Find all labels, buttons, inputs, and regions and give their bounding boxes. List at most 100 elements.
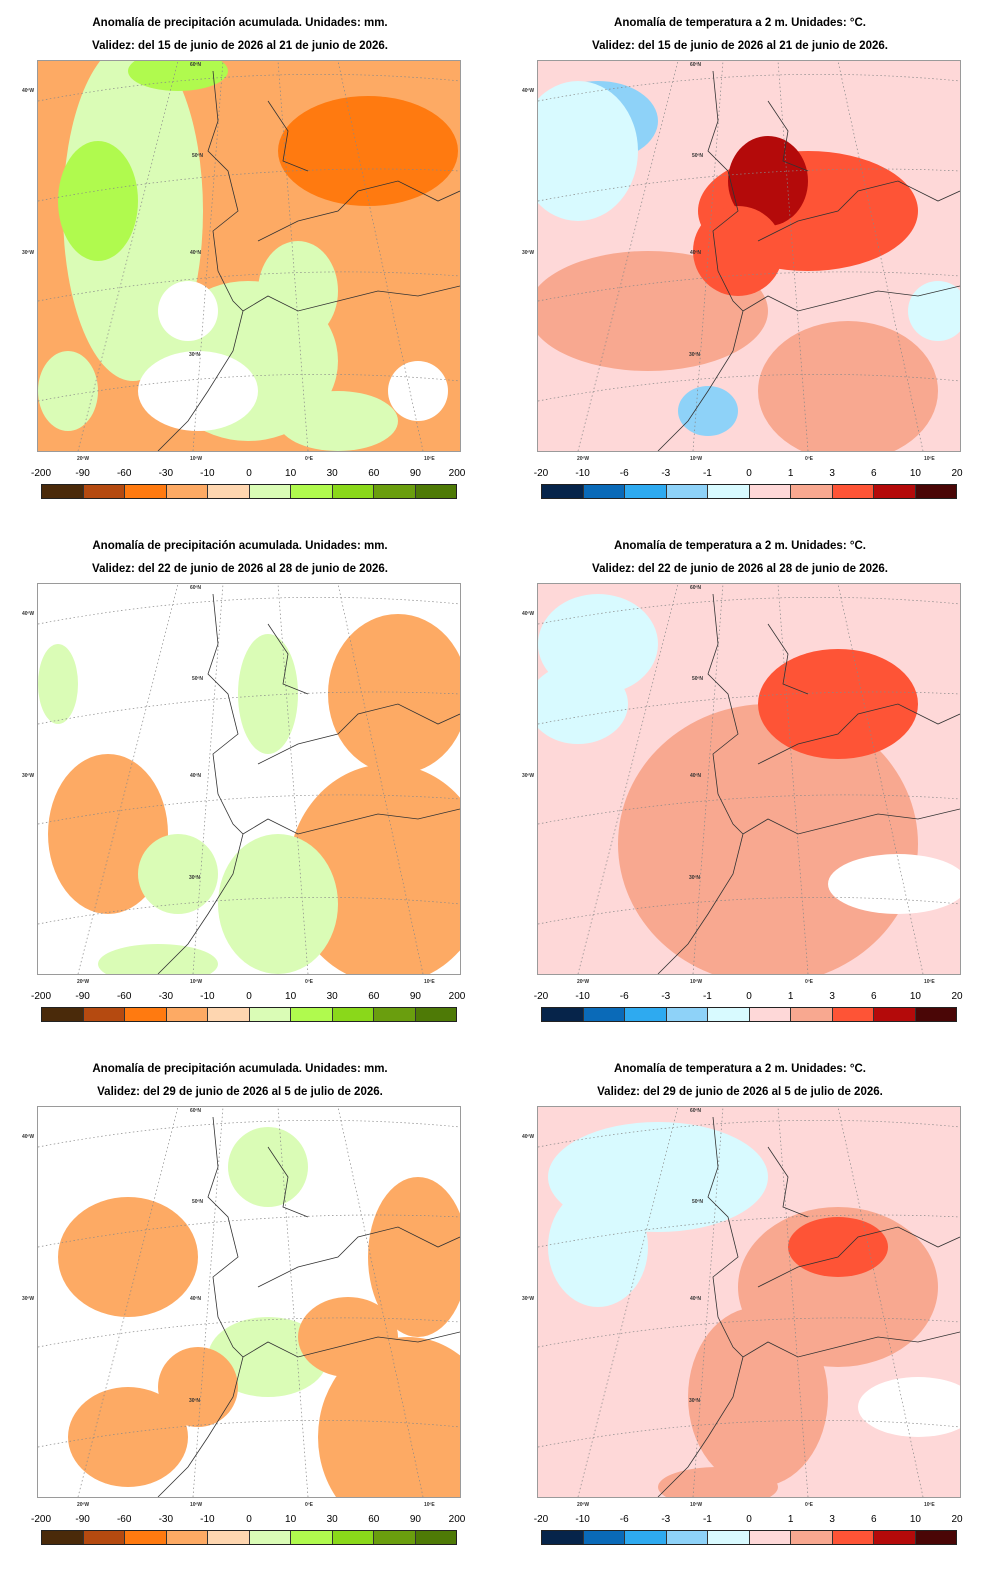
colorbar-tick-label: 10	[909, 468, 921, 479]
latitude-label: 50ºN	[192, 1199, 203, 1205]
latitude-label: 60ºN	[690, 585, 701, 591]
map-field	[38, 584, 460, 974]
latitude-label: 60ºN	[690, 62, 701, 68]
longitude-line	[277, 61, 309, 451]
colorbar-tick-label: -30	[158, 991, 174, 1002]
longitude-label: 10ºE	[924, 456, 935, 462]
latitude-label: 60ºN	[690, 1108, 701, 1114]
temperature-anomaly-panel: Anomalía de temperatura a 2 m. Unidades:…	[500, 523, 980, 1043]
colorbar-tick-label: 0	[246, 1514, 252, 1525]
colorbar-swatch	[625, 1008, 667, 1021]
longitude-line	[837, 584, 924, 974]
colorbar-tick-label: -1	[702, 991, 712, 1002]
anomaly-region	[258, 241, 338, 341]
colorbar-swatch	[83, 1531, 125, 1544]
coastline	[157, 70, 460, 451]
longitude-label: 40ºW	[22, 611, 35, 617]
anomaly-map	[37, 1106, 461, 1498]
longitude-label: 0ºE	[305, 979, 313, 985]
colorbar	[41, 1530, 457, 1545]
anomaly-region	[758, 649, 918, 759]
colorbar-labels: -20 -10 -6 -3 -1 0 1 3 6 10 20	[534, 468, 963, 480]
anomaly-region	[728, 136, 808, 226]
colorbar-tick-label: -6	[619, 991, 629, 1002]
colorbar-tick-label: 6	[871, 1514, 877, 1525]
longitude-line	[692, 584, 724, 974]
anomaly-region	[68, 1387, 188, 1487]
colorbar-tick-label: -10	[200, 991, 215, 1002]
colorbar-tick-label: -10	[575, 991, 590, 1002]
colorbar-tick-label: 20	[951, 468, 963, 479]
colorbar-swatch	[791, 485, 833, 498]
map-field	[538, 584, 960, 974]
longitude-line	[277, 1107, 309, 1497]
anomaly-region	[758, 321, 938, 451]
validity-period: Validez: del 29 de junio de 2026 al 5 de…	[97, 1086, 383, 1098]
longitude-label: 0ºE	[305, 456, 313, 462]
anomaly-map	[37, 60, 461, 452]
colorbar-swatch	[832, 1008, 874, 1021]
anomaly-region	[158, 1347, 238, 1427]
colorbar-tick-label: 30	[326, 1514, 338, 1525]
latitude-line	[538, 1317, 960, 1348]
longitude-label: 30ºW	[522, 250, 535, 256]
anomaly-map	[537, 1106, 961, 1498]
longitude-label: 20ºW	[577, 979, 590, 985]
longitude-label: 30ºW	[522, 773, 535, 779]
colorbar-swatch	[749, 1531, 791, 1544]
colorbar	[541, 484, 957, 499]
latitude-label: 40ºN	[690, 250, 701, 256]
colorbar-tick-label: 0	[746, 991, 752, 1002]
colorbar-swatch	[583, 1008, 625, 1021]
colorbar-swatch	[332, 485, 374, 498]
latitude-line	[538, 168, 960, 202]
colorbar-tick-label: -30	[158, 468, 174, 479]
colorbar-tick-label: -1	[702, 1514, 712, 1525]
colorbar-tick-label: 10	[285, 991, 297, 1002]
colorbar-swatch	[708, 1008, 750, 1021]
latitude-label: 50ºN	[692, 1199, 703, 1205]
longitude-line	[777, 1107, 809, 1497]
colorbar-swatch	[915, 485, 956, 498]
anomaly-region	[98, 944, 218, 974]
latitude-label: 30ºN	[689, 1398, 700, 1404]
colorbar-swatch	[749, 485, 791, 498]
longitude-label: 10ºW	[690, 1502, 703, 1508]
latitude-line	[538, 373, 960, 402]
colorbar-tick-label: 60	[368, 468, 380, 479]
colorbar-swatch	[874, 1531, 916, 1544]
panel-title: Anomalía de precipitación acumulada. Uni…	[92, 540, 388, 552]
colorbar-labels: -20 -10 -6 -3 -1 0 1 3 6 10 20	[534, 1514, 963, 1526]
colorbar-tick-label: -6	[619, 1514, 629, 1525]
longitude-label: 20ºW	[77, 1502, 90, 1508]
latitude-label: 40ºN	[190, 1296, 201, 1302]
latitude-line	[538, 271, 960, 302]
colorbar-tick-label: -20	[533, 991, 549, 1002]
colorbar-tick-label: -10	[200, 468, 215, 479]
longitude-line	[77, 61, 179, 451]
colorbar-swatch	[583, 485, 625, 498]
longitude-label: 10ºW	[690, 979, 703, 985]
longitude-line	[192, 61, 224, 451]
colorbar-tick-label: -60	[116, 468, 132, 479]
colorbar	[541, 1007, 957, 1022]
colorbar-swatch	[249, 1008, 291, 1021]
colorbar-tick-label: 10	[285, 468, 297, 479]
coastline	[657, 70, 960, 451]
colorbar-swatch	[542, 1531, 584, 1544]
latitude-line	[38, 1419, 460, 1448]
colorbar-swatch	[83, 1008, 125, 1021]
panel-title: Anomalía de precipitación acumulada. Uni…	[92, 17, 388, 29]
longitude-label: 40ºW	[22, 88, 35, 94]
colorbar-tick-label: 20	[951, 991, 963, 1002]
anomaly-region	[538, 81, 638, 221]
longitude-line	[192, 1107, 224, 1497]
colorbar-swatch	[625, 1531, 667, 1544]
anomaly-region	[278, 391, 398, 451]
colorbar-tick-label: -90	[75, 991, 90, 1002]
longitude-line	[777, 584, 809, 974]
colorbar-swatch	[791, 1008, 833, 1021]
anomaly-region	[658, 1467, 778, 1497]
colorbar-swatch	[791, 1531, 833, 1544]
colorbar-swatch	[166, 485, 208, 498]
